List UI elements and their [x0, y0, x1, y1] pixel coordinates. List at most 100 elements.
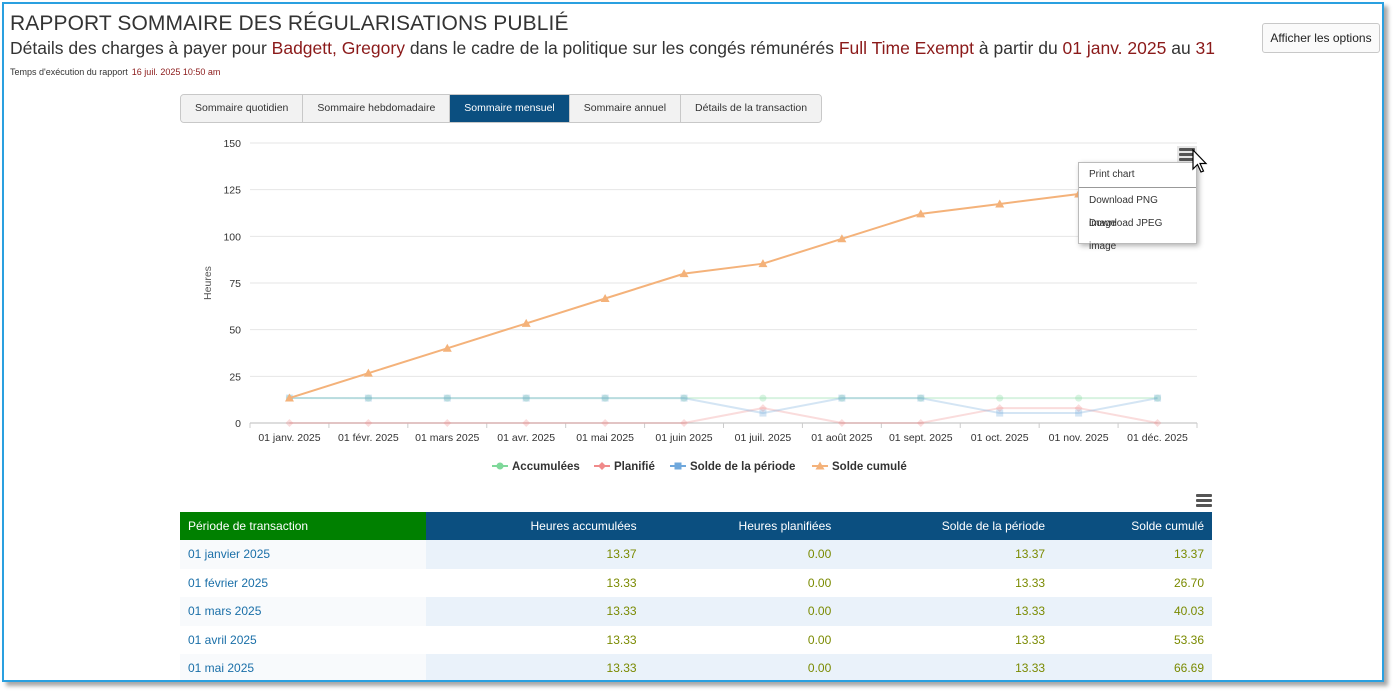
data-point [443, 394, 451, 402]
x-tick-label: 01 août 2025 [811, 432, 872, 444]
legend-marker [815, 461, 825, 470]
page-title: RAPPORT SOMMAIRE DES RÉGULARISATIONS PUB… [10, 12, 569, 35]
period-balance-cell: 13.33 [839, 625, 1054, 654]
data-point [758, 404, 767, 413]
accrued-cell: 13.37 [426, 540, 645, 569]
employee-name: Badgett, Gregory [271, 38, 405, 58]
legend-label: Solde cumulé [832, 461, 907, 473]
download-jpeg-menu-item[interactable]: Download JPEG image [1089, 218, 1163, 252]
x-tick-label: 01 sept. 2025 [889, 432, 953, 444]
accrued-cell: 13.33 [426, 597, 645, 626]
data-point [443, 394, 451, 402]
data-point [996, 394, 1004, 402]
date-from: 01 janv. 2025 [1062, 38, 1167, 58]
accrued-cell: 13.33 [426, 568, 645, 597]
table-header-row: Période de transaction Heures accumulées… [180, 512, 1212, 540]
x-tick-label: 01 nov. 2025 [1049, 432, 1109, 444]
tab-annual-summary[interactable]: Sommaire annuel [569, 95, 682, 122]
data-point [601, 394, 609, 402]
runtime-value: 16 juil. 2025 10:50 am [131, 67, 221, 77]
y-tick-label: 100 [223, 231, 241, 243]
data-point [679, 269, 689, 278]
tab-daily-summary[interactable]: Sommaire quotidien [181, 95, 304, 122]
accruals-line-chart: 0 25 50 75 100 125 150 Heures 01 janv. 2025 01 fé… [202, 138, 1198, 473]
legend-marker [674, 462, 682, 470]
data-point [1075, 409, 1083, 417]
data-point [838, 394, 846, 402]
x-tick-label: 01 oct. 2025 [971, 432, 1029, 444]
data-point [364, 394, 372, 402]
summary-tabs: Sommaire quotidien Sommaire hebdomadaire… [180, 94, 823, 123]
col-header-accrued[interactable]: Heures accumulées [426, 512, 645, 540]
data-point [522, 419, 531, 427]
data-point [758, 259, 768, 268]
mouse-cursor-icon [1192, 149, 1208, 173]
x-tick-label: 01 janv. 2025 [258, 432, 320, 444]
data-point [680, 419, 689, 427]
tab-transaction-details[interactable]: Détails de la transaction [681, 95, 822, 122]
series-line [289, 168, 1158, 399]
table-row: 01 février 2025 13.33 0.00 13.33 26.70 [180, 568, 1212, 597]
col-header-cumulative[interactable]: Solde cumulé [1053, 512, 1212, 540]
table-row: 01 mai 2025 13.33 0.00 13.33 66.69 [180, 654, 1212, 680]
table-menu-icon[interactable] [1196, 494, 1212, 508]
accrued-cell: 13.33 [426, 625, 645, 654]
period-link[interactable]: 01 mai 2025 [180, 654, 426, 680]
data-point [364, 419, 373, 427]
legend-label: Planifié [614, 461, 655, 473]
x-tick-label: 01 avr. 2025 [497, 432, 555, 444]
cumulative-cell: 26.70 [1053, 568, 1212, 597]
data-point [284, 393, 294, 402]
cumulative-cell: 13.37 [1053, 540, 1212, 569]
x-tick-label: 01 mars 2025 [415, 432, 479, 444]
cumulative-cell: 40.03 [1053, 597, 1212, 626]
period-link[interactable]: 01 avril 2025 [180, 625, 426, 654]
col-header-period-balance[interactable]: Solde de la période [839, 512, 1054, 540]
data-point [917, 394, 925, 402]
data-point [601, 394, 609, 402]
chart-menu-icon[interactable] [1177, 146, 1197, 164]
print-chart-menu-item[interactable]: Print chart [1089, 169, 1135, 180]
cumulative-cell: 53.36 [1053, 625, 1212, 654]
data-point [601, 419, 610, 427]
download-png-menu-item[interactable]: Download PNG image [1089, 195, 1158, 229]
data-point [1075, 394, 1083, 402]
period-balance-cell: 13.33 [839, 654, 1054, 680]
col-header-period[interactable]: Période de transaction [180, 512, 426, 540]
period-balance-cell: 13.33 [839, 568, 1054, 597]
y-tick-label: 75 [229, 278, 241, 290]
data-point [759, 394, 767, 402]
period-balance-cell: 13.33 [839, 597, 1054, 626]
data-point [1154, 394, 1162, 402]
data-point [1074, 404, 1083, 413]
x-tick-label: 01 juin 2025 [655, 432, 712, 444]
subtitle-prefix: Détails des charges à payer pour [10, 38, 272, 58]
report-runtime: Temps d'exécution du rapport 16 juil. 202… [10, 67, 220, 77]
series-line [289, 407, 1158, 424]
y-tick-label: 125 [223, 185, 241, 197]
planned-cell: 0.00 [644, 625, 840, 654]
data-point [443, 419, 452, 427]
x-tick-label: 01 déc. 2025 [1127, 432, 1188, 444]
show-options-button[interactable]: Afficher les options [1262, 23, 1380, 53]
col-header-planned[interactable]: Heures planifiées [644, 512, 840, 540]
data-point [917, 394, 925, 402]
data-point [995, 199, 1005, 208]
transactions-table: Période de transaction Heures accumulées… [180, 512, 1212, 680]
period-link[interactable]: 01 janvier 2025 [180, 540, 426, 569]
data-point [364, 394, 372, 402]
data-point [285, 419, 294, 427]
period-link[interactable]: 01 mars 2025 [180, 597, 426, 626]
tab-weekly-summary[interactable]: Sommaire hebdomadaire [303, 95, 451, 122]
y-tick-label: 0 [235, 418, 241, 430]
period-balance-cell: 13.37 [839, 540, 1054, 569]
data-point [600, 294, 610, 303]
tab-monthly-summary[interactable]: Sommaire mensuel [450, 95, 570, 122]
series-line [289, 397, 1158, 415]
runtime-label: Temps d'exécution du rapport [10, 67, 128, 77]
data-point [522, 394, 530, 402]
period-link[interactable]: 01 février 2025 [180, 568, 426, 597]
y-tick-label: 25 [229, 371, 241, 383]
data-point [916, 419, 925, 427]
report-window: RAPPORT SOMMAIRE DES RÉGULARISATIONS PUB… [2, 2, 1384, 682]
